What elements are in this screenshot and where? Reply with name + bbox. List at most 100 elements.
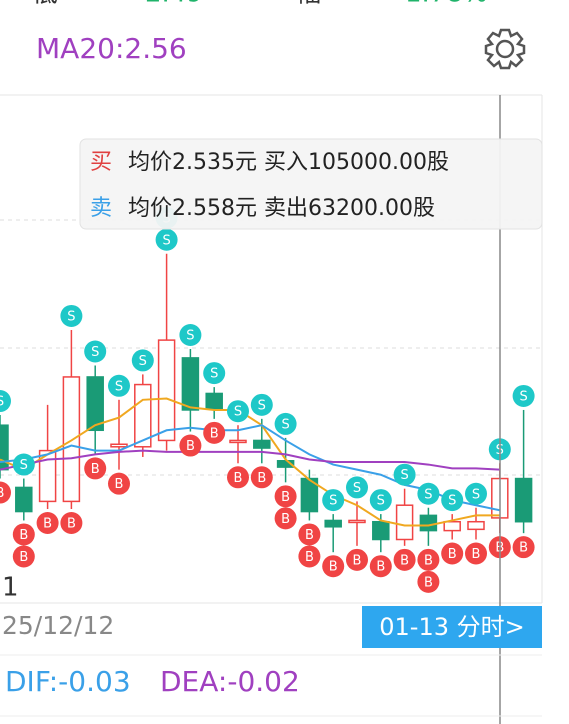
marker-label: S (281, 417, 289, 432)
gear (484, 28, 526, 70)
marker-label: B (115, 477, 124, 492)
ma-line (0, 449, 500, 471)
marker-label: B (448, 547, 457, 562)
candle-body (0, 424, 9, 471)
candle-body (86, 376, 104, 432)
marker-label: S (67, 309, 75, 324)
candle-body (253, 439, 271, 449)
trade-marker: S (155, 228, 178, 251)
candle-body (38, 449, 57, 503)
trade-marker: S (0, 390, 11, 413)
marker-label: S (139, 354, 147, 369)
trade-marker: S (250, 393, 273, 416)
marker-dot (393, 463, 416, 486)
trade-marker: S (465, 482, 487, 505)
trade-marker: B (346, 548, 368, 571)
marker-label: S (234, 405, 242, 420)
marker-label: S (329, 494, 337, 509)
header-value: 1.78% (405, 0, 488, 9)
marker-dot (393, 548, 416, 571)
candle-body (15, 486, 33, 513)
candle-body (181, 357, 200, 411)
trade-marker: S (441, 489, 464, 512)
trade-marker: B (369, 555, 392, 578)
marker-dot (12, 545, 35, 568)
marker-label: S (377, 494, 385, 509)
trade-marker: S (131, 349, 154, 372)
tooltip (79, 138, 543, 230)
marker-dot (0, 481, 11, 504)
candle-body (419, 514, 438, 532)
marker-label: S (115, 379, 123, 394)
ma20-label: MA20:2.56 (36, 32, 187, 65)
marker-label: B (210, 426, 219, 441)
trade-marker: S (179, 324, 202, 346)
trade-marker: S (12, 453, 35, 476)
trade-marker: B (203, 421, 226, 444)
marker-dot (274, 507, 297, 530)
trade-marker: S (227, 400, 249, 423)
ma-line (0, 397, 500, 527)
marker-dot (465, 542, 487, 565)
trade-marker: B (36, 512, 59, 535)
marker-dot (346, 548, 368, 571)
marker-dot (108, 374, 130, 397)
marker-label: B (281, 512, 290, 527)
marker-dot (322, 555, 345, 578)
marker-label: S (91, 345, 99, 360)
marker-label: B (234, 471, 243, 486)
buy-text: 均价2.535元 买入105000.00股 (128, 150, 449, 175)
marker-label: S (162, 233, 170, 248)
dea-label: DEA:-0.02 (160, 665, 300, 698)
marker-dot (298, 545, 321, 568)
trade-marker: S (84, 340, 107, 363)
trade-marker: B (179, 434, 202, 457)
marker-dot (322, 489, 345, 512)
trade-marker: B (274, 485, 297, 508)
marker-label: B (329, 560, 338, 575)
marker-dot (369, 555, 392, 578)
marker-dot (12, 523, 35, 546)
marker-dot (250, 393, 273, 416)
trade-marker: B (84, 457, 107, 480)
candle-body (229, 439, 247, 444)
marker-dot (441, 542, 464, 565)
marker-dot (203, 421, 226, 444)
crosshair-date-box[interactable] (362, 606, 542, 648)
marker-label: S (519, 389, 527, 404)
header-label: 低 (32, 0, 58, 9)
trade-marker: B (298, 523, 321, 546)
marker-dot (465, 482, 487, 505)
marker-label: B (305, 550, 314, 565)
candle-body (324, 519, 342, 528)
marker-dot (227, 400, 249, 423)
marker-dot (36, 512, 59, 535)
marker-label: S (424, 487, 432, 502)
header-value: 2.49 (145, 0, 203, 9)
buy-tag: 买 (90, 150, 112, 175)
trade-marker: S (322, 489, 345, 512)
marker-label: B (472, 547, 481, 562)
marker-dot (417, 570, 440, 593)
marker-label: B (353, 553, 362, 568)
trade-marker: B (512, 536, 535, 559)
sell-tag: 卖 (90, 196, 112, 221)
candle-body (205, 392, 223, 410)
marker-label: B (67, 517, 76, 532)
candle-body (62, 376, 81, 503)
marker-dot (274, 412, 297, 435)
header-label: 幅 (295, 0, 321, 9)
trade-marker: B (417, 548, 440, 571)
settings-icon[interactable] (484, 28, 526, 70)
candle-body (372, 520, 390, 541)
marker-label: B (424, 553, 433, 568)
trade-marker: B (417, 570, 440, 593)
marker-label: B (19, 528, 28, 543)
trade-marker: S (512, 384, 535, 407)
marker-dot (12, 453, 35, 476)
marker-label: B (376, 560, 385, 575)
trade-marker: B (60, 512, 83, 535)
candle-body (348, 519, 366, 524)
